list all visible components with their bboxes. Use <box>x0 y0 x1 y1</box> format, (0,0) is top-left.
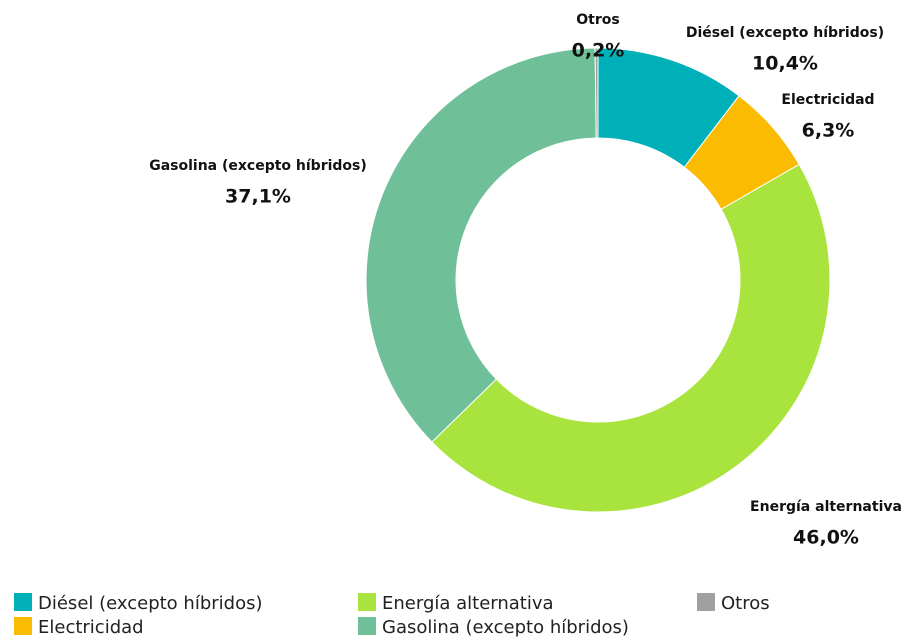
slice-value-label: 6,3% <box>802 120 855 142</box>
slice-category-label: Otros <box>576 12 619 28</box>
slice-category-label: Electricidad <box>781 92 874 108</box>
slice-value-label: 0,2% <box>572 40 625 62</box>
slice-category-label: Gasolina (excepto híbridos) <box>149 158 367 174</box>
legend-swatch <box>358 593 376 611</box>
donut-slice <box>594 47 599 139</box>
legend-swatch <box>358 617 376 635</box>
donut-slice <box>431 163 831 513</box>
legend-swatch <box>14 617 32 635</box>
slice-value-label: 10,4% <box>752 53 818 75</box>
slice-category-label: Energía alternativa <box>750 499 902 515</box>
legend-label: Energía alternativa <box>382 593 554 614</box>
slice-value-label: 37,1% <box>225 186 291 208</box>
legend-label: Electricidad <box>38 617 144 638</box>
legend-label: Diésel (excepto híbridos) <box>38 593 263 614</box>
donut-slice <box>365 47 597 443</box>
legend-swatch <box>697 593 715 611</box>
legend-label: Otros <box>721 593 770 614</box>
slice-value-label: 46,0% <box>793 527 859 549</box>
legend-swatch <box>14 593 32 611</box>
legend-label: Gasolina (excepto híbridos) <box>382 617 629 638</box>
slice-category-label: Diésel (excepto híbridos) <box>686 25 884 41</box>
